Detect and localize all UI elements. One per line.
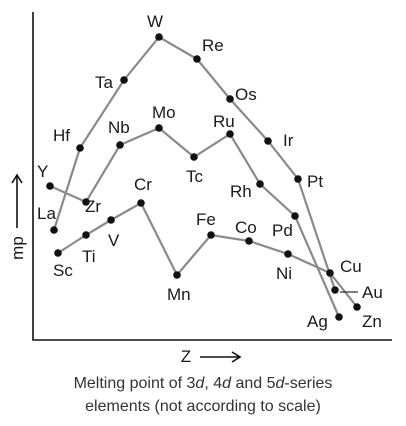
point-la (50, 226, 58, 234)
point-zn (353, 303, 361, 311)
y-axis-label: mp (8, 236, 27, 260)
label-zn: Zn (362, 312, 382, 331)
label-au: Au (362, 283, 383, 302)
label-zr: Zr (85, 197, 101, 216)
point-hf (76, 144, 84, 152)
x-axis-label: Z (181, 347, 191, 366)
point-os (226, 95, 234, 103)
label-nb: Nb (108, 118, 130, 137)
caption-line-1: Melting point of 3d, 4d and 5d-series (73, 375, 333, 392)
label-re: Re (202, 36, 224, 55)
y-axis-arrowhead-icon (11, 173, 23, 184)
x-axis-arrowhead-icon (231, 351, 242, 363)
label-v: V (108, 231, 120, 250)
point-y (46, 182, 54, 190)
point-tc (190, 153, 198, 161)
label-ta: Ta (95, 73, 114, 92)
point-pd (291, 212, 299, 220)
label-cr: Cr (134, 175, 152, 194)
point-v (107, 216, 115, 224)
caption-line-2: elements (not according to scale) (85, 398, 321, 415)
label-y: Y (37, 162, 48, 181)
label-hf: Hf (53, 126, 70, 145)
point-mn (173, 271, 181, 279)
label-pd: Pd (272, 221, 293, 240)
point-fe (207, 231, 215, 239)
x-axis-title: Z (181, 347, 242, 366)
point-mo (155, 124, 163, 132)
label-w: W (147, 12, 163, 31)
label-ir: Ir (283, 131, 294, 150)
label-pt: Pt (307, 172, 323, 191)
point-nb (116, 141, 124, 149)
point-ru (226, 130, 234, 138)
point-ir (264, 137, 272, 145)
label-la: La (37, 204, 56, 223)
label-mo: Mo (152, 103, 176, 122)
label-rh: Rh (230, 182, 252, 201)
point-ni (284, 250, 292, 258)
point-rh (256, 180, 264, 188)
label-fe: Fe (196, 210, 216, 229)
point-labels: Sc Ti V Cr Mn Fe Co Ni Cu Zn Y Zr Nb Mo Tc Ru Rh Pd Ag La Hf… (37, 12, 383, 331)
label-ag: Ag (307, 312, 328, 331)
point-co (245, 237, 253, 245)
label-tc: Tc (186, 167, 204, 186)
label-os: Os (235, 85, 257, 104)
label-ru: Ru (213, 112, 235, 131)
y-axis-title: mp (8, 173, 27, 260)
label-cu: Cu (340, 257, 362, 276)
point-pt (294, 175, 302, 183)
point-ta (120, 76, 128, 84)
point-w (155, 33, 163, 41)
point-re (193, 55, 201, 63)
label-sc: Sc (53, 261, 73, 280)
point-cr (137, 199, 145, 207)
point-zr (82, 198, 90, 206)
point-ti (82, 231, 90, 239)
series-line-3d (57, 201, 358, 308)
label-mn: Mn (167, 285, 191, 304)
point-cu (326, 269, 334, 277)
data-points (46, 33, 361, 321)
axes (32, 12, 392, 341)
point-sc (54, 249, 62, 257)
label-ti: Ti (82, 247, 96, 266)
point-ag (335, 313, 343, 321)
label-co: Co (235, 218, 257, 237)
point-au (331, 286, 339, 294)
label-ni: Ni (276, 264, 292, 283)
